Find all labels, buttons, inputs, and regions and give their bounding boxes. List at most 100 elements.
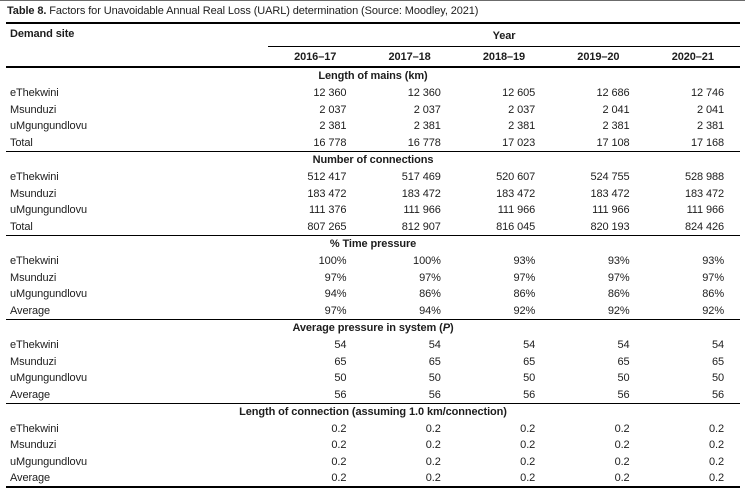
- value-cell: 12 360: [313, 87, 347, 100]
- column-header-2017-18: 2017–18: [388, 50, 431, 63]
- row-label: eThekwini: [10, 422, 59, 435]
- value-cell: 65: [428, 355, 441, 368]
- row-label: Msunduzi: [10, 355, 57, 368]
- section-header: % Time pressure: [329, 238, 417, 251]
- row-label: eThekwini: [10, 254, 59, 267]
- value-cell: 54: [428, 338, 441, 351]
- value-cell: 183 472: [496, 187, 536, 200]
- value-cell: 0.2: [709, 439, 724, 452]
- column-group-header-year: Year: [268, 23, 740, 47]
- value-cell: 2 381: [508, 120, 536, 133]
- section-header: Average pressure in system (P): [292, 322, 454, 335]
- value-cell: 17 023: [502, 136, 536, 149]
- column-header-2016-17: 2016–17: [294, 50, 337, 63]
- value-cell: 2 037: [413, 103, 441, 116]
- table-row: uMgungundlovu 2 381 2 381 2 381 2 381 2 381: [6, 118, 740, 135]
- value-cell: 50: [523, 372, 536, 385]
- value-cell: 97%: [607, 271, 630, 284]
- row-label: uMgungundlovu: [10, 204, 87, 217]
- value-cell: 0.2: [520, 472, 536, 485]
- row-label: eThekwini: [10, 338, 59, 351]
- value-cell: 100%: [413, 254, 441, 267]
- value-cell: 97%: [702, 271, 724, 284]
- value-cell: 0.2: [331, 456, 347, 469]
- value-cell: 2 037: [319, 103, 347, 116]
- value-cell: 111 966: [686, 204, 725, 217]
- value-cell: 0.2: [425, 456, 441, 469]
- value-cell: 520 607: [496, 170, 536, 183]
- table-caption: Table 8. Factors for Unavoidable Annual …: [0, 1, 745, 22]
- value-cell: 2 381: [696, 120, 724, 133]
- table-row: Msunduzi 2 037 2 037 2 037 2 041 2 041: [6, 101, 740, 118]
- table-row: Msunduzi 0.2 0.2 0.2 0.2 0.2: [6, 437, 740, 454]
- value-cell: 56: [428, 388, 441, 401]
- table-section: Number of connections eThekwini 512 417 517…: [6, 151, 740, 236]
- value-cell: 0.2: [520, 422, 536, 435]
- value-cell: 54: [523, 338, 536, 351]
- value-cell: 16 778: [407, 136, 441, 149]
- table-section: % Time pressure eThekwini 100% 100% 93% 93% 93…: [6, 235, 740, 320]
- table-row: eThekwini 512 417 517 469 520 607 524 755 528…: [6, 169, 740, 186]
- value-cell: 0.2: [425, 422, 441, 435]
- value-cell: 183 472: [684, 187, 724, 200]
- table-row: eThekwini 54 54 54 54 54: [6, 337, 740, 354]
- year-group-row: Demand site Year: [6, 23, 740, 47]
- value-cell: 50: [428, 372, 441, 385]
- value-cell: 93%: [702, 254, 724, 267]
- value-cell: 820 193: [590, 220, 630, 233]
- table-row: uMgungundlovu 111 376 111 966 111 966 111 96…: [6, 202, 740, 219]
- uarl-factors-table: Demand site Year 2016–17 2017–18 2018–19…: [6, 22, 740, 489]
- table-caption-text: Factors for Unavoidable Annual Real Loss…: [46, 5, 479, 17]
- row-label: eThekwini: [10, 87, 59, 100]
- value-cell: 56: [523, 388, 536, 401]
- table-section: Length of connection (assuming 1.0 km/co…: [6, 403, 740, 488]
- value-cell: 56: [711, 388, 724, 401]
- table-row: Total 16 778 16 778 17 023 17 108 17 168: [6, 135, 740, 152]
- value-cell: 528 988: [684, 170, 724, 183]
- value-cell: 2 041: [696, 103, 724, 116]
- value-cell: 56: [617, 388, 630, 401]
- value-cell: 0.2: [425, 472, 441, 485]
- value-cell: 65: [711, 355, 724, 368]
- value-cell: 183 472: [401, 187, 441, 200]
- row-label: uMgungundlovu: [10, 372, 87, 385]
- value-cell: 65: [617, 355, 630, 368]
- value-cell: 97%: [419, 271, 441, 284]
- value-cell: 111 966: [497, 204, 536, 217]
- row-label: Average: [10, 388, 51, 401]
- value-cell: 12 686: [596, 87, 630, 100]
- column-header-demand-site: Demand site: [10, 28, 75, 40]
- table-row: uMgungundlovu 0.2 0.2 0.2 0.2 0.2: [6, 454, 740, 471]
- value-cell: 94%: [419, 304, 441, 317]
- value-cell: 0.2: [331, 472, 347, 485]
- value-cell: 111 966: [592, 204, 630, 217]
- table-row: eThekwini 12 360 12 360 12 605 12 686 12 746: [6, 85, 740, 102]
- row-label: uMgungundlovu: [10, 288, 87, 301]
- value-cell: 0.2: [709, 472, 724, 485]
- row-label: Average: [10, 472, 51, 485]
- value-cell: 92%: [702, 304, 724, 317]
- row-label: Msunduzi: [10, 103, 57, 116]
- value-cell: 65: [523, 355, 536, 368]
- value-cell: 512 417: [307, 170, 347, 183]
- value-cell: 56: [334, 388, 347, 401]
- value-cell: 183 472: [307, 187, 347, 200]
- value-cell: 2 381: [413, 120, 441, 133]
- value-cell: 86%: [607, 288, 630, 301]
- value-cell: 183 472: [590, 187, 630, 200]
- year-columns-row: 2016–17 2017–18 2018–19 2019–20 2020–21: [6, 47, 740, 68]
- value-cell: 97%: [513, 271, 536, 284]
- value-cell: 0.2: [614, 422, 630, 435]
- row-label: uMgungundlovu: [10, 456, 87, 469]
- table-row: Average 56 56 56 56 56: [6, 387, 740, 404]
- section-header-row: Average pressure in system (P): [6, 319, 740, 336]
- value-cell: 92%: [513, 304, 536, 317]
- value-cell: 0.2: [614, 472, 630, 485]
- value-cell: 93%: [607, 254, 630, 267]
- table-row: Msunduzi 65 65 65 65 65: [6, 353, 740, 370]
- value-cell: 2 037: [508, 103, 536, 116]
- row-label: Average: [10, 304, 51, 317]
- value-cell: 816 045: [496, 220, 536, 233]
- value-cell: 517 469: [401, 170, 441, 183]
- table-row: Total 807 265 812 907 816 045 820 193 824 426: [6, 219, 740, 236]
